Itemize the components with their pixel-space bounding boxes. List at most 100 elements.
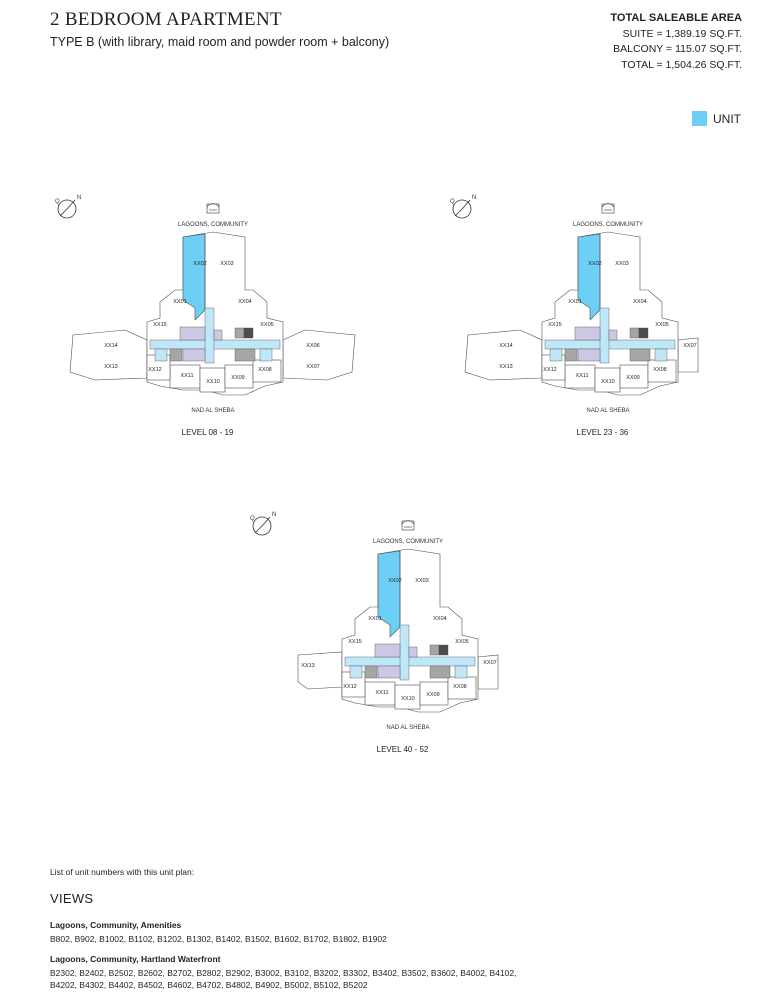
unit-label: XX08 xyxy=(258,367,271,373)
corridor xyxy=(599,307,610,364)
compass-mark: Q xyxy=(450,199,455,205)
unit-label: XX02 xyxy=(388,578,401,584)
unit-label: XX12 xyxy=(343,684,356,690)
compass-mark: Q xyxy=(250,516,255,522)
unit-label: XX10 xyxy=(206,379,219,385)
core-service xyxy=(234,327,245,339)
unit-box xyxy=(199,367,226,393)
core-service xyxy=(169,348,183,362)
corridor xyxy=(549,348,563,362)
unit-label: XX12 xyxy=(543,367,556,373)
corridor xyxy=(654,348,668,362)
unit-label: XX12 xyxy=(148,367,161,373)
unit-box xyxy=(394,684,421,710)
bottom-view-label: NAD AL SHEBA xyxy=(586,408,629,414)
corridor xyxy=(544,339,676,350)
unit-label: XX06 xyxy=(306,343,319,349)
unit-label: XX10 xyxy=(601,379,614,385)
north-label: N xyxy=(272,512,276,518)
floor-plan-level-08-19: N Q LAGOONS, COMMUNITY XX01 XX02 XX03 XX04 XX05… xyxy=(55,190,360,440)
core-stair xyxy=(408,646,418,658)
view-group-heading: Lagoons, Community, Amenities xyxy=(50,920,182,930)
east-wing xyxy=(282,329,356,381)
saleable-area-box: TOTAL SALEABLE AREA SUITE = 1,389.19 SQ.… xyxy=(610,11,742,73)
floor-plan-level-23-36: N Q LAGOONS, COMMUNITY XX01 XX02 XX03 XX04 XX05… xyxy=(450,190,755,440)
west-wing xyxy=(69,329,148,381)
corridor xyxy=(454,665,468,679)
unit-label: XX02 xyxy=(193,261,206,267)
unit-label: XX11 xyxy=(575,373,588,379)
core-service xyxy=(629,327,640,339)
unit-label: XX15 xyxy=(348,639,361,645)
unit-label: XX03 xyxy=(220,261,233,267)
building-outline xyxy=(69,231,356,396)
view-group-heading: Lagoons, Community, Hartland Waterfront xyxy=(50,954,221,964)
west-wing xyxy=(464,329,543,381)
legend-label: UNIT xyxy=(713,111,741,126)
core-service xyxy=(629,348,651,362)
level-label: LEVEL 40 - 52 xyxy=(376,745,429,754)
core-lifts xyxy=(182,348,206,362)
core-lifts xyxy=(377,665,401,679)
level-label: LEVEL 08 - 19 xyxy=(181,428,234,437)
view-icon xyxy=(601,203,615,214)
unit-label: XX04 xyxy=(433,616,446,622)
corridor xyxy=(259,348,273,362)
core-stair xyxy=(213,329,223,341)
suite-area: SUITE = 1,389.19 SQ.FT. xyxy=(622,27,742,40)
building-outline xyxy=(297,548,499,713)
unit-label: XX08 xyxy=(453,684,466,690)
top-view-label: LAGOONS, COMMUNITY xyxy=(373,539,443,545)
corridor xyxy=(204,307,215,364)
unit-list-intro: List of unit numbers with this unit plan… xyxy=(50,867,195,877)
floor-plan-level-40-52: N Q LAGOONS, COMMUNITY XX01 XX02 XX03 XX04 XX05… xyxy=(250,507,555,757)
saleable-area-heading: TOTAL SALEABLE AREA xyxy=(610,12,742,24)
unit-label: XX13 xyxy=(499,364,512,370)
west-wing xyxy=(297,651,343,690)
bottom-view-label: NAD AL SHEBA xyxy=(191,408,234,414)
unit-label: XX01 xyxy=(173,299,186,305)
unit-label: XX10 xyxy=(401,696,414,702)
view-group-units: B802, B902, B1002, B1102, B1202, B1302, … xyxy=(50,934,387,944)
core-service xyxy=(429,665,451,679)
unit-label: XX01 xyxy=(368,616,381,622)
view-group-units: B2302, B2402, B2502, B2602, B2702, B2802… xyxy=(50,968,517,990)
unit-label: XX09 xyxy=(626,375,639,381)
corridor xyxy=(344,656,476,667)
view-icon xyxy=(206,203,220,214)
core-service xyxy=(364,665,378,679)
compass-mark: Q xyxy=(55,199,60,205)
compass-icon: NQ xyxy=(450,195,476,219)
unit-box xyxy=(594,367,621,393)
north-label: N xyxy=(472,195,476,201)
legend-swatch xyxy=(692,111,707,126)
core-lifts xyxy=(577,348,601,362)
unit-label: XX01 xyxy=(568,299,581,305)
unit-label: XX02 xyxy=(588,261,601,267)
level-label: LEVEL 23 - 36 xyxy=(576,428,629,437)
unit-label: XX03 xyxy=(615,261,628,267)
unit-label: XX04 xyxy=(633,299,646,305)
unit-label: XX15 xyxy=(153,322,166,328)
core-service xyxy=(234,348,256,362)
unit-label: XX11 xyxy=(180,373,193,379)
core-lifts xyxy=(374,643,401,658)
balcony-area: BALCONY = 115.07 SQ.FT. xyxy=(613,43,742,55)
unit-label: XX09 xyxy=(426,692,439,698)
unit-label: XX11 xyxy=(375,690,388,696)
unit-label: XX14 xyxy=(104,343,117,349)
core-service xyxy=(564,348,578,362)
views-title: VIEWS xyxy=(50,891,94,906)
unit-label: XX08 xyxy=(653,367,666,373)
compass-icon: NQ xyxy=(55,195,81,219)
page-title: 2 BEDROOM APARTMENT xyxy=(50,9,282,30)
corridor xyxy=(399,624,410,681)
unit-label: XX05 xyxy=(455,639,468,645)
unit-label: XX07 xyxy=(683,343,696,349)
core-service xyxy=(438,644,449,656)
top-view-label: LAGOONS, COMMUNITY xyxy=(573,222,643,228)
unit-label: XX05 xyxy=(655,322,668,328)
